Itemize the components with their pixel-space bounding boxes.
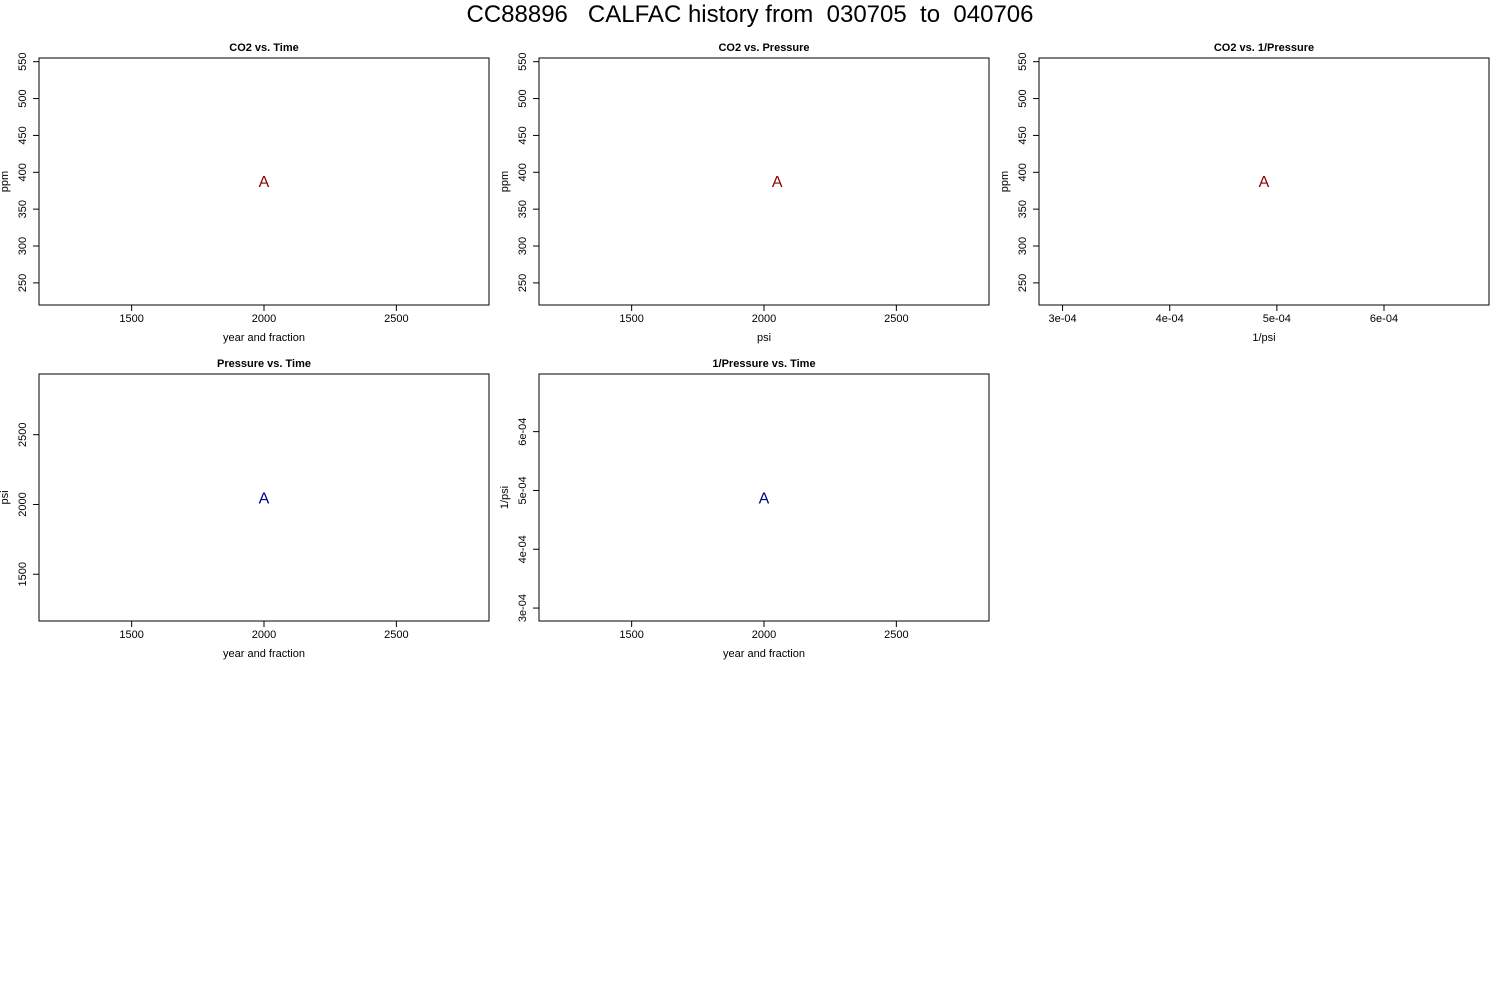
chart-1-data-point: A <box>259 174 270 191</box>
chart-2-y-tick-label: 250 <box>517 274 529 292</box>
chart-2-y-tick-label: 450 <box>517 126 529 144</box>
chart-4-y-tick-label: 1500 <box>17 562 29 586</box>
chart-4-y-axis-label: psi <box>0 490 11 504</box>
chart-3-y-tick-label: 450 <box>1017 126 1029 144</box>
chart-1-x-tick-label: 2000 <box>252 313 276 325</box>
chart-4-x-tick-label: 2500 <box>384 629 408 641</box>
chart-4-title: Pressure vs. Time <box>217 358 311 370</box>
chart-2-data-point: A <box>772 174 783 191</box>
chart-3-x-tick-label: 6e-04 <box>1370 313 1398 325</box>
chart-4-x-tick-label: 1500 <box>119 629 143 641</box>
chart-1-y-tick-label: 450 <box>17 126 29 144</box>
chart-1-y-tick-label: 550 <box>17 53 29 71</box>
chart-1-x-axis-label: year and fraction <box>223 332 305 344</box>
chart-1-y-tick-label: 500 <box>17 89 29 107</box>
chart-5-y-tick-label: 5e-04 <box>517 476 529 504</box>
chart-2-x-axis-label: psi <box>757 332 771 344</box>
chart-3-x-tick-label: 3e-04 <box>1049 313 1077 325</box>
chart-5-x-tick-label: 2500 <box>884 629 908 641</box>
chart-1-y-tick-label: 250 <box>17 274 29 292</box>
chart-2-plot-frame <box>538 57 990 306</box>
chart-2-y-tick-label: 350 <box>517 200 529 218</box>
chart-3-y-tick-label: 250 <box>1017 274 1029 292</box>
chart-2-x-tick-label: 1500 <box>619 313 643 325</box>
chart-1-y-tick-label: 350 <box>17 200 29 218</box>
chart-3-x-tick-label: 4e-04 <box>1156 313 1184 325</box>
chart-3-x-axis-label: 1/psi <box>1252 332 1275 344</box>
chart-3-title: CO2 vs. 1/Pressure <box>1214 42 1314 54</box>
chart-3-y-axis-label: ppm <box>999 171 1011 192</box>
chart-5-y-tick-label: 6e-04 <box>517 418 529 446</box>
chart-1-y-tick-label: 400 <box>17 163 29 181</box>
chart-3-y-tick-label: 500 <box>1017 89 1029 107</box>
chart-4-x-tick-label: 2000 <box>252 629 276 641</box>
chart-2-x-tick-label: 2500 <box>884 313 908 325</box>
chart-5-y-tick-label: 3e-04 <box>517 594 529 622</box>
chart-3-data-point: A <box>1259 174 1270 191</box>
chart-1-x-tick-label: 2500 <box>384 313 408 325</box>
chart-2-y-tick-label: 300 <box>517 237 529 255</box>
chart-3-x-tick-label: 5e-04 <box>1263 313 1291 325</box>
chart-1-x-tick-label: 1500 <box>119 313 143 325</box>
chart-5-y-axis-label: 1/psi <box>499 486 511 509</box>
chart-4-x-axis-label: year and fraction <box>223 648 305 660</box>
chart-3-y-tick-label: 350 <box>1017 200 1029 218</box>
chart-4-data-point: A <box>259 491 270 508</box>
chart-5-title: 1/Pressure vs. Time <box>712 358 815 370</box>
chart-5-y-tick-label: 4e-04 <box>517 535 529 563</box>
chart-5-data-point: A <box>759 491 770 508</box>
page-title: CC88896 CALFAC history from 030705 to 04… <box>466 1 1034 28</box>
chart-3-y-tick-label: 550 <box>1017 53 1029 71</box>
chart-5-x-axis-label: year and fraction <box>723 648 805 660</box>
chart-2-y-tick-label: 550 <box>517 53 529 71</box>
chart-4-y-tick-label: 2000 <box>17 492 29 516</box>
chart-5-x-tick-label: 2000 <box>752 629 776 641</box>
chart-2-y-tick-label: 400 <box>517 163 529 181</box>
chart-2-x-tick-label: 2000 <box>752 313 776 325</box>
chart-1-title: CO2 vs. Time <box>229 42 299 54</box>
chart-2-y-tick-label: 500 <box>517 89 529 107</box>
chart-2-y-axis-label: ppm <box>499 171 511 192</box>
chart-3-y-tick-label: 300 <box>1017 237 1029 255</box>
chart-5-x-tick-label: 1500 <box>619 629 643 641</box>
chart-3-y-tick-label: 400 <box>1017 163 1029 181</box>
chart-1-y-axis-label: ppm <box>0 171 11 192</box>
chart-4-y-tick-label: 2500 <box>17 422 29 446</box>
chart-2-title: CO2 vs. Pressure <box>718 42 809 54</box>
chart-1-y-tick-label: 300 <box>17 237 29 255</box>
